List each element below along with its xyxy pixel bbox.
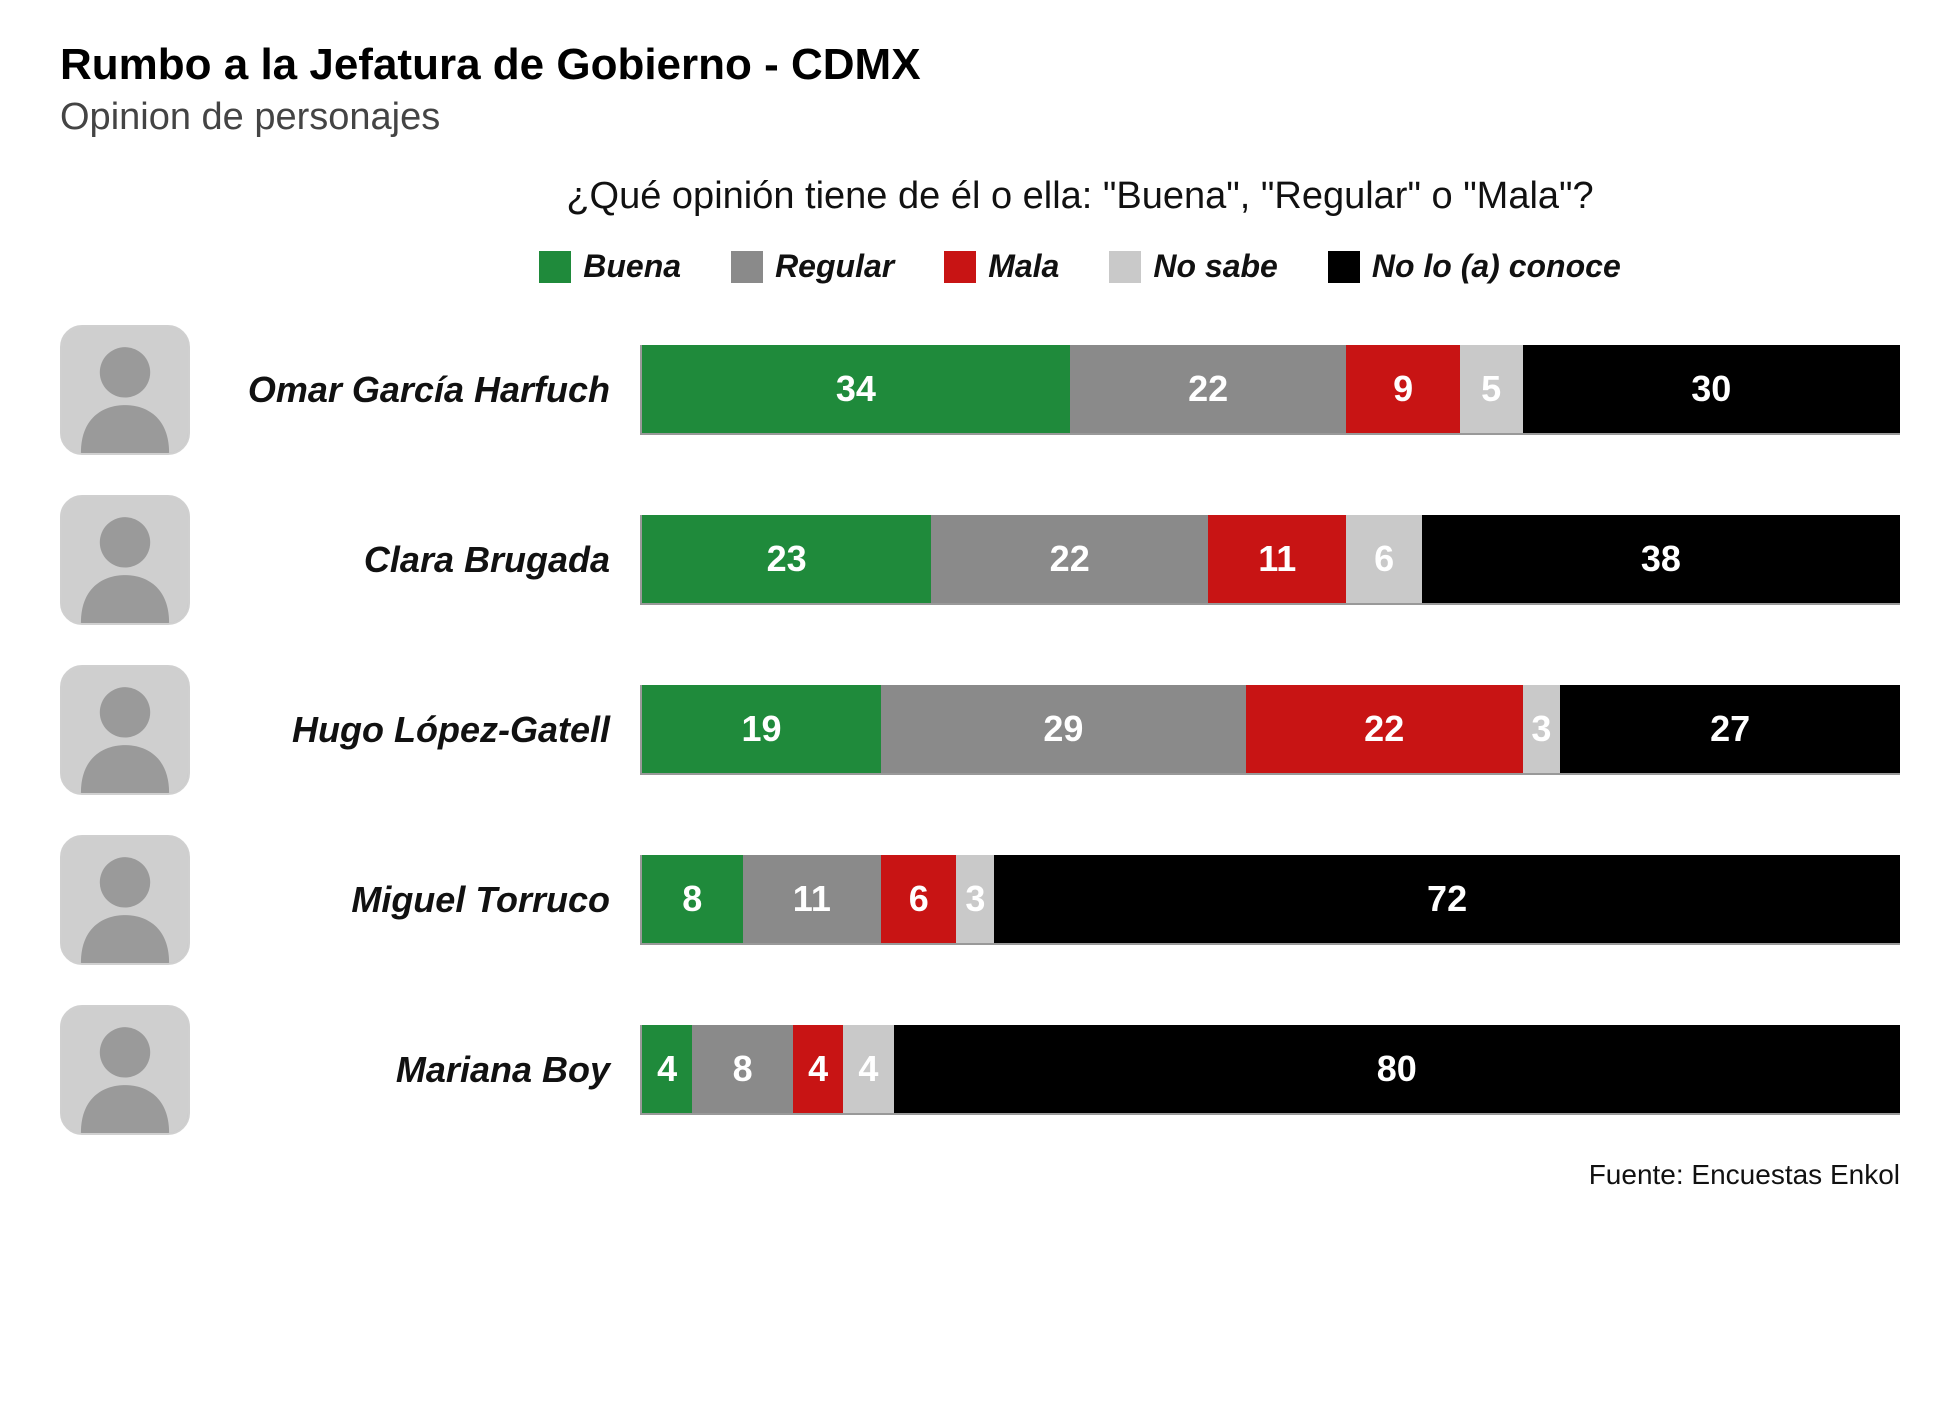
segment-mala: 9 (1346, 345, 1459, 433)
bar-track: 8 11 63 72 (640, 855, 1900, 945)
segment-value: 22 (1188, 368, 1228, 410)
candidate-name: Hugo López-Gatell (210, 709, 620, 751)
segment-regular: 8 (692, 1025, 793, 1113)
legend-item-mala: Mala (944, 248, 1059, 285)
segment-value: 11 (793, 878, 831, 920)
segment-value: 4 (858, 1048, 878, 1090)
segment-value: 6 (909, 878, 929, 920)
segment-value: 4 (657, 1048, 677, 1090)
segment-value: 27 (1710, 708, 1750, 750)
legend-label: No sabe (1153, 248, 1277, 285)
candidate-name: Clara Brugada (210, 539, 620, 581)
source-label: Fuente: Encuestas Enkol (60, 1159, 1900, 1191)
segment-regular: 11 (743, 855, 881, 943)
segment-value: 5 (1481, 368, 1501, 410)
segment-value: 11 (1258, 538, 1296, 580)
segment-value: 19 (741, 708, 781, 750)
segment-buena: 4 (642, 1025, 692, 1113)
chart-row: Mariana Boy484480 (60, 1005, 1900, 1135)
segment-noconoce: 72 (994, 855, 1900, 943)
segment-noconoce: 38 (1422, 515, 1900, 603)
survey-question: ¿Qué opinión tiene de él o ella: "Buena"… (60, 175, 1900, 218)
candidate-name: Mariana Boy (210, 1049, 620, 1091)
segment-value: 6 (1374, 538, 1394, 580)
chart-legend: Buena Regular Mala No sabe No lo (a) conoce (60, 248, 1900, 285)
legend-swatch-nosabe (1109, 251, 1141, 283)
segment-mala: 4 (793, 1025, 843, 1113)
segment-nosabe: 3 (1523, 685, 1561, 773)
segment-value: 8 (733, 1048, 753, 1090)
segment-value: 22 (1050, 538, 1090, 580)
segment-value: 34 (836, 368, 876, 410)
segment-value: 4 (808, 1048, 828, 1090)
segment-regular: 22 (931, 515, 1208, 603)
segment-nosabe: 4 (843, 1025, 893, 1113)
segment-value: 29 (1043, 708, 1083, 750)
legend-item-noconoce: No lo (a) conoce (1328, 248, 1621, 285)
legend-swatch-mala (944, 251, 976, 283)
candidate-name: Omar García Harfuch (210, 369, 620, 411)
candidate-name: Miguel Torruco (210, 879, 620, 921)
chart-row: Omar García Harfuch 34 22 9 5 30 (60, 325, 1900, 455)
legend-item-nosabe: No sabe (1109, 248, 1277, 285)
avatar (60, 1005, 190, 1135)
segment-regular: 29 (881, 685, 1246, 773)
segment-mala: 11 (1208, 515, 1346, 603)
bar-track: 23 22 11 6 38 (640, 515, 1900, 605)
segment-mala: 6 (881, 855, 956, 943)
avatar (60, 325, 190, 455)
segment-value: 22 (1364, 708, 1404, 750)
segment-value: 3 (1531, 708, 1551, 750)
legend-label: Buena (583, 248, 681, 285)
avatar (60, 835, 190, 965)
segment-nosabe: 6 (1346, 515, 1421, 603)
avatar (60, 495, 190, 625)
page-subtitle: Opinion de personajes (60, 96, 1900, 139)
segment-noconoce: 80 (894, 1025, 1900, 1113)
legend-swatch-noconoce (1328, 251, 1360, 283)
segment-value: 38 (1641, 538, 1681, 580)
segment-mala: 22 (1246, 685, 1523, 773)
legend-swatch-buena (539, 251, 571, 283)
bar-track: 19 29 22 3 27 (640, 685, 1900, 775)
legend-label: No lo (a) conoce (1372, 248, 1621, 285)
legend-label: Mala (988, 248, 1059, 285)
segment-noconoce: 30 (1523, 345, 1900, 433)
legend-item-buena: Buena (539, 248, 681, 285)
segment-value: 30 (1691, 368, 1731, 410)
segment-value: 80 (1377, 1048, 1417, 1090)
segment-value: 9 (1393, 368, 1413, 410)
chart-row: Hugo López-Gatell 19 29 22 3 27 (60, 665, 1900, 795)
chart-row: Clara Brugada 23 22 11 6 38 (60, 495, 1900, 625)
segment-nosabe: 5 (1460, 345, 1523, 433)
segment-buena: 8 (642, 855, 743, 943)
segment-noconoce: 27 (1560, 685, 1900, 773)
avatar (60, 665, 190, 795)
bar-track: 34 22 9 5 30 (640, 345, 1900, 435)
bar-track: 484480 (640, 1025, 1900, 1115)
legend-swatch-regular (731, 251, 763, 283)
segment-value: 23 (767, 538, 807, 580)
page-title: Rumbo a la Jefatura de Gobierno - CDMX (60, 40, 1900, 90)
segment-value: 8 (682, 878, 702, 920)
segment-value: 72 (1427, 878, 1467, 920)
segment-nosabe: 3 (956, 855, 994, 943)
segment-value: 3 (965, 878, 985, 920)
legend-label: Regular (775, 248, 894, 285)
chart-rows: Omar García Harfuch34229530Clara Brugada… (60, 325, 1900, 1135)
chart-row: Miguel Torruco 8 11 63 72 (60, 835, 1900, 965)
segment-regular: 22 (1070, 345, 1347, 433)
segment-buena: 23 (642, 515, 931, 603)
segment-buena: 34 (642, 345, 1070, 433)
legend-item-regular: Regular (731, 248, 894, 285)
segment-buena: 19 (642, 685, 881, 773)
